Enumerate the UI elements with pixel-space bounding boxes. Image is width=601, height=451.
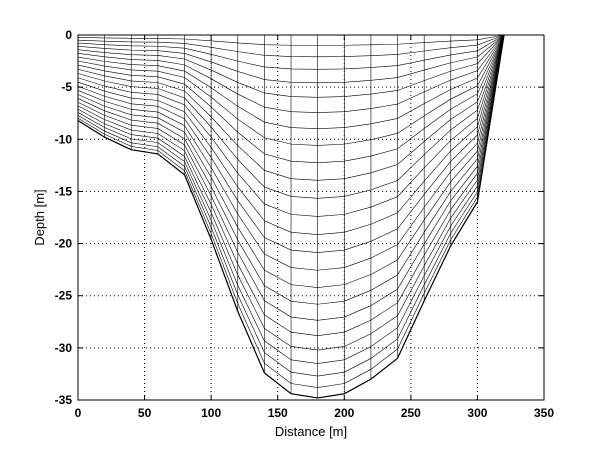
x-tick-label: 300 xyxy=(467,406,487,420)
mesh-layer-line xyxy=(77,34,505,46)
mesh-layer-line xyxy=(77,34,505,146)
x-axis-label: Distance [m] xyxy=(275,424,347,439)
axis-ticks: 0 50 100 150 200 250 300 350 0 -5 -10 -15 -20 -25 -30 -… xyxy=(55,28,555,420)
x-tick-label: 200 xyxy=(334,406,354,420)
mesh-layer-line xyxy=(77,34,505,336)
mesh-layer-line xyxy=(77,34,505,388)
mesh-layer-line xyxy=(77,34,505,364)
x-tick-label: 150 xyxy=(268,406,288,420)
mesh-layer-line xyxy=(77,34,505,305)
mesh-layer-line xyxy=(77,34,505,217)
mesh-layer-line xyxy=(77,34,505,377)
y-tick-label: -20 xyxy=(55,237,73,251)
mesh-layer-line xyxy=(77,34,505,321)
y-tick-label: -30 xyxy=(55,341,73,355)
mesh-layer-line xyxy=(77,34,505,70)
x-tick-label: 50 xyxy=(138,406,152,420)
x-tick-label: 350 xyxy=(534,406,554,420)
mesh-layer-line xyxy=(77,34,505,163)
mesh-layer-line xyxy=(77,34,505,181)
y-tick-label: -10 xyxy=(55,132,73,146)
mesh-layer-line xyxy=(77,34,505,253)
y-tick-label: -35 xyxy=(55,393,73,407)
sigma-mesh xyxy=(77,34,505,399)
y-tick-label: -5 xyxy=(61,80,72,94)
plot-frame xyxy=(77,34,545,401)
mesh-layer-line xyxy=(77,34,505,235)
mesh-layer-line xyxy=(77,34,505,84)
y-axis-label: Depth [m] xyxy=(32,189,47,245)
mesh-layer-line xyxy=(77,34,505,351)
mesh-layer-line xyxy=(77,34,505,113)
mesh-layer-line xyxy=(77,34,505,58)
x-tick-label: 0 xyxy=(75,406,82,420)
mesh-layer-line xyxy=(77,34,505,199)
y-tick-label: -25 xyxy=(55,289,73,303)
grid xyxy=(77,34,545,401)
bed-profile-line xyxy=(77,34,505,399)
x-tick-label: 250 xyxy=(401,406,421,420)
mesh-layer-line xyxy=(77,34,505,98)
y-tick-label: -15 xyxy=(55,184,73,198)
mesh-layer-line xyxy=(77,34,505,288)
y-tick-label: 0 xyxy=(65,28,72,42)
mesh-layer-line xyxy=(77,34,505,129)
mesh-layer-line xyxy=(77,34,505,271)
x-tick-label: 100 xyxy=(201,406,221,420)
